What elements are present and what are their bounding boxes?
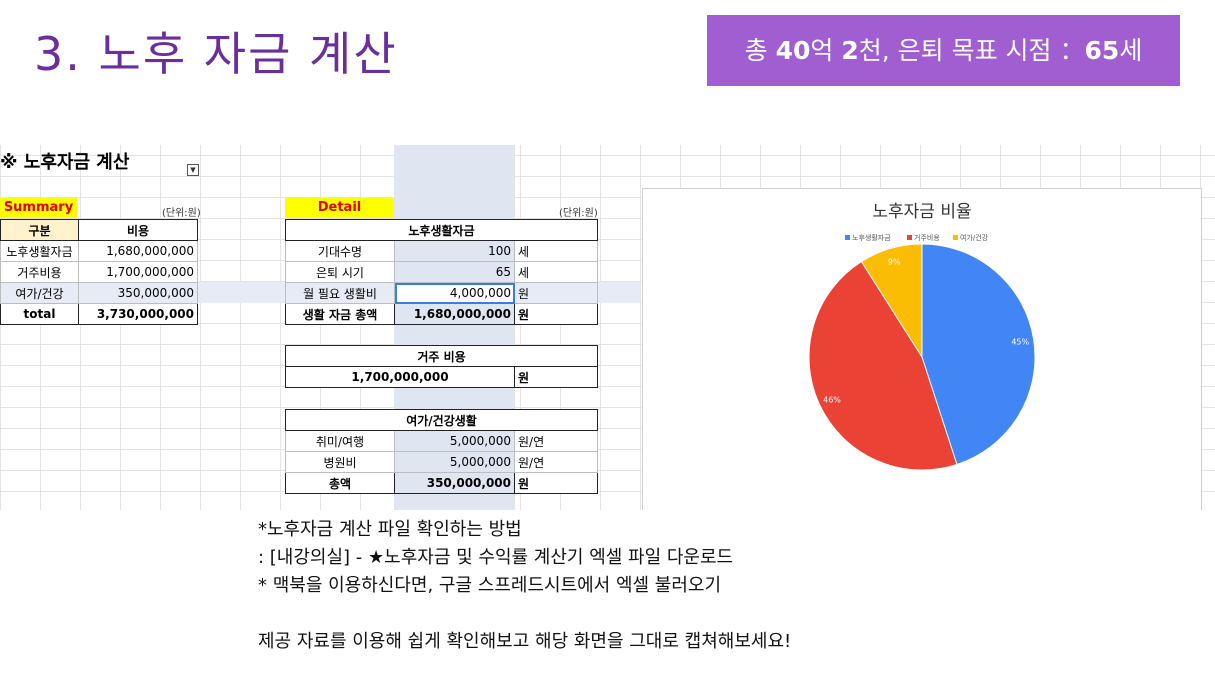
note-line: * 맥북을 이용하신다면, 구글 스프레드시트에서 엑셀 불러오기 bbox=[258, 575, 722, 596]
detail-label: 취미/여행 bbox=[285, 430, 395, 452]
table-row: 은퇴 시기 65 세 bbox=[285, 261, 598, 283]
chart-legend: 노후생활자금 거주비용 여가/건강 bbox=[845, 233, 989, 242]
summary-total-value: 3,730,000,000 bbox=[78, 303, 198, 325]
detail-value: 5,000,000 bbox=[394, 430, 515, 452]
detail-label: 기대수명 bbox=[285, 240, 395, 262]
table-row: 월 필요 생활비 4,000,000 원 bbox=[285, 282, 598, 304]
legend-swatch-1 bbox=[907, 235, 912, 240]
summary-value: 1,680,000,000 bbox=[78, 240, 198, 262]
table-row: 거주비용 1,700,000,000 bbox=[0, 261, 198, 283]
pie-value-label-0: 45% bbox=[1011, 337, 1029, 346]
housing-header: 거주 비용 bbox=[285, 345, 598, 367]
detail-label: 월 필요 생활비 bbox=[285, 282, 395, 304]
table-row: 기대수명 100 세 bbox=[285, 240, 598, 262]
goal-age: 65 bbox=[1084, 36, 1120, 65]
summary-header-category: 구분 bbox=[0, 219, 79, 241]
summary-total-label: total bbox=[0, 303, 79, 325]
summary-value: 350,000,000 bbox=[78, 282, 198, 304]
selected-cell[interactable]: 4,000,000 bbox=[394, 282, 515, 304]
chart-title: 노후자금 비율 bbox=[872, 202, 971, 222]
summary-label: 노후생활자금 bbox=[0, 240, 79, 262]
summary-label: 여가/건강 bbox=[0, 282, 79, 304]
detail-unit-cell: 세 bbox=[514, 261, 598, 283]
table-row: 총액 350,000,000 원 bbox=[285, 472, 598, 494]
pie-slice-0 bbox=[921, 243, 1036, 466]
table-row: 여가/건강 350,000,000 bbox=[0, 282, 198, 304]
legend-swatch-2 bbox=[953, 235, 958, 240]
living-total-value: 1,680,000,000 bbox=[394, 303, 515, 325]
goal-mid-1: 억 bbox=[810, 36, 842, 65]
detail-value: 100 bbox=[394, 240, 515, 262]
summary-label: 거주비용 bbox=[0, 261, 79, 283]
detail-label: 은퇴 시기 bbox=[285, 261, 395, 283]
housing-unit: 원 bbox=[514, 366, 598, 388]
sheet-title: ※ 노후자금 계산 bbox=[0, 152, 130, 173]
pie-slices bbox=[808, 243, 1036, 471]
goal-mid-2: 천, 은퇴 목표 시점 ： bbox=[858, 36, 1085, 65]
living-fund-table: 노후생활자금 기대수명 100 세 은퇴 시기 65 세 월 필요 생활비 4,… bbox=[285, 219, 598, 325]
detail-unit-cell: 원 bbox=[514, 282, 598, 304]
living-total-label: 생활 자금 총액 bbox=[285, 303, 395, 325]
note-line: 제공 자료를 이용해 쉽게 확인해보고 해당 화면을 그대로 캡쳐해보세요! bbox=[258, 631, 792, 652]
summary-value: 1,700,000,000 bbox=[78, 261, 198, 283]
spreadsheet-screenshot: ※ 노후자금 계산 ▼ Summary (단위:원) 구분 비용 노후생활자금 … bbox=[0, 145, 1215, 510]
detail-label: 병원비 bbox=[285, 451, 395, 473]
note-line: *노후자금 계산 파일 확인하는 방법 bbox=[258, 519, 522, 540]
detail-value: 65 bbox=[394, 261, 515, 283]
goal-suffix: 세 bbox=[1119, 36, 1143, 65]
table-row: 생활 자금 총액 1,680,000,000 원 bbox=[285, 303, 598, 325]
pie-value-label-1: 46% bbox=[823, 395, 841, 404]
pie-value-labels: 45% 46% 9% bbox=[823, 258, 1029, 405]
leisure-total-unit: 원 bbox=[514, 472, 598, 494]
detail-unit-cell: 세 bbox=[514, 240, 598, 262]
page-title: 3. 노후 자금 계산 bbox=[34, 27, 398, 81]
goal-amount-2: 2 bbox=[841, 36, 859, 65]
summary-tag: Summary bbox=[0, 198, 77, 218]
detail-unit-cell: 원/연 bbox=[514, 451, 598, 473]
housing-cost-table: 거주 비용 1,700,000,000 원 bbox=[285, 345, 598, 388]
housing-value: 1,700,000,000 bbox=[285, 366, 515, 388]
goal-prefix: 총 bbox=[744, 36, 776, 65]
legend-swatch-0 bbox=[845, 235, 850, 240]
pie-chart-panel: 노후자금 비율 노후생활자금 거주비용 여가/건강 45% 46% 9% bbox=[642, 188, 1202, 510]
summary-unit: (단위:원) bbox=[162, 208, 201, 219]
living-fund-header: 노후생활자금 bbox=[285, 219, 598, 241]
leisure-total-value: 350,000,000 bbox=[394, 472, 515, 494]
living-total-unit: 원 bbox=[514, 303, 598, 325]
summary-header-cost: 비용 bbox=[78, 219, 198, 241]
summary-table: 구분 비용 노후생활자금 1,680,000,000 거주비용 1,700,00… bbox=[0, 219, 198, 325]
pie-chart: 노후자금 비율 노후생활자금 거주비용 여가/건강 45% 46% 9% bbox=[808, 202, 1036, 471]
legend-label-2: 여가/건강 bbox=[960, 233, 989, 242]
legend-label-1: 거주비용 bbox=[914, 233, 940, 242]
table-row: 병원비 5,000,000 원/연 bbox=[285, 451, 598, 473]
table-row: total 3,730,000,000 bbox=[0, 303, 198, 325]
goal-amount-1: 40 bbox=[775, 36, 811, 65]
pie-slice-1 bbox=[808, 260, 958, 471]
dropdown-arrow-icon[interactable]: ▼ bbox=[187, 164, 199, 176]
legend-label-0: 노후생활자금 bbox=[852, 233, 891, 242]
detail-value: 5,000,000 bbox=[394, 451, 515, 473]
instructions-notes: *노후자금 계산 파일 확인하는 방법 : [내강의실] - ★노후자금 및 수… bbox=[258, 516, 791, 656]
leisure-total-label: 총액 bbox=[285, 472, 395, 494]
pie-value-label-2: 9% bbox=[888, 258, 901, 267]
goal-summary-box: 총 40억 2천, 은퇴 목표 시점 ：65세 bbox=[707, 15, 1180, 86]
note-line: : [내강의실] - ★노후자금 및 수익률 계산기 엑셀 파일 다운로드 bbox=[258, 547, 734, 568]
table-row: 취미/여행 5,000,000 원/연 bbox=[285, 430, 598, 452]
leisure-health-table: 여가/건강생활 취미/여행 5,000,000 원/연 병원비 5,000,00… bbox=[285, 409, 598, 494]
table-row: 1,700,000,000 원 bbox=[285, 366, 598, 388]
leisure-header: 여가/건강생활 bbox=[285, 409, 598, 431]
table-row: 노후생활자금 1,680,000,000 bbox=[0, 240, 198, 262]
detail-unit-cell: 원/연 bbox=[514, 430, 598, 452]
detail-unit: (단위:원) bbox=[559, 208, 598, 219]
pie-slice-2 bbox=[860, 243, 923, 359]
detail-tag: Detail bbox=[285, 198, 394, 218]
